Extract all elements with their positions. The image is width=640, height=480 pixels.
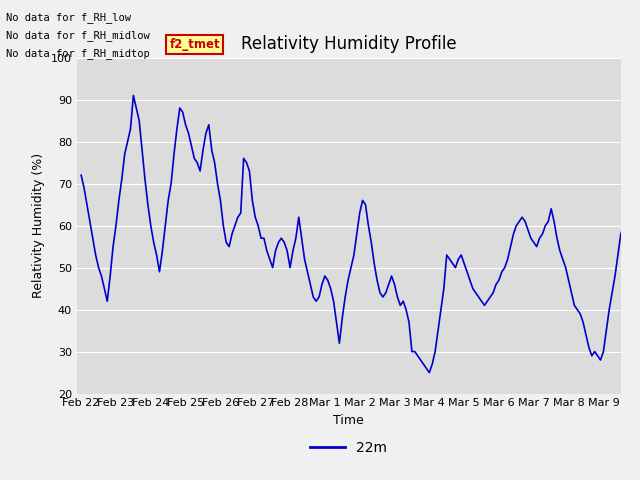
Title: Relativity Humidity Profile: Relativity Humidity Profile bbox=[241, 35, 456, 53]
Y-axis label: Relativity Humidity (%): Relativity Humidity (%) bbox=[33, 153, 45, 298]
X-axis label: Time: Time bbox=[333, 414, 364, 427]
Text: No data for f_RH_midtop: No data for f_RH_midtop bbox=[6, 48, 150, 60]
Text: f2_tmet: f2_tmet bbox=[169, 38, 220, 51]
Legend: 22m: 22m bbox=[305, 435, 393, 461]
Text: No data for f_RH_midlow: No data for f_RH_midlow bbox=[6, 30, 150, 41]
Text: No data for f_RH_low: No data for f_RH_low bbox=[6, 12, 131, 23]
